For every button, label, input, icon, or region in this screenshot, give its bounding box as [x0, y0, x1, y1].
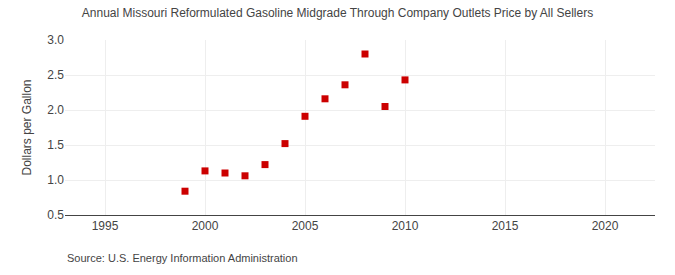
svg-text:1.0: 1.0 — [47, 173, 64, 187]
svg-text:2.0: 2.0 — [47, 103, 64, 117]
svg-text:3.0: 3.0 — [47, 33, 64, 47]
svg-text:2.5: 2.5 — [47, 68, 64, 82]
svg-text:2005: 2005 — [292, 219, 319, 233]
svg-text:2015: 2015 — [492, 219, 519, 233]
svg-text:Annual Missouri Reformulated G: Annual Missouri Reformulated Gasoline Mi… — [82, 6, 593, 20]
svg-text:0.5: 0.5 — [47, 208, 64, 222]
svg-text:2000: 2000 — [192, 219, 219, 233]
svg-text:1.5: 1.5 — [47, 138, 64, 152]
svg-text:2020: 2020 — [592, 219, 619, 233]
svg-text:Dollars per Gallon: Dollars per Gallon — [20, 79, 34, 175]
svg-text:2010: 2010 — [392, 219, 419, 233]
svg-text:1995: 1995 — [92, 219, 119, 233]
svg-text:Source: U.S. Energy Informatio: Source: U.S. Energy Information Administ… — [67, 252, 298, 264]
